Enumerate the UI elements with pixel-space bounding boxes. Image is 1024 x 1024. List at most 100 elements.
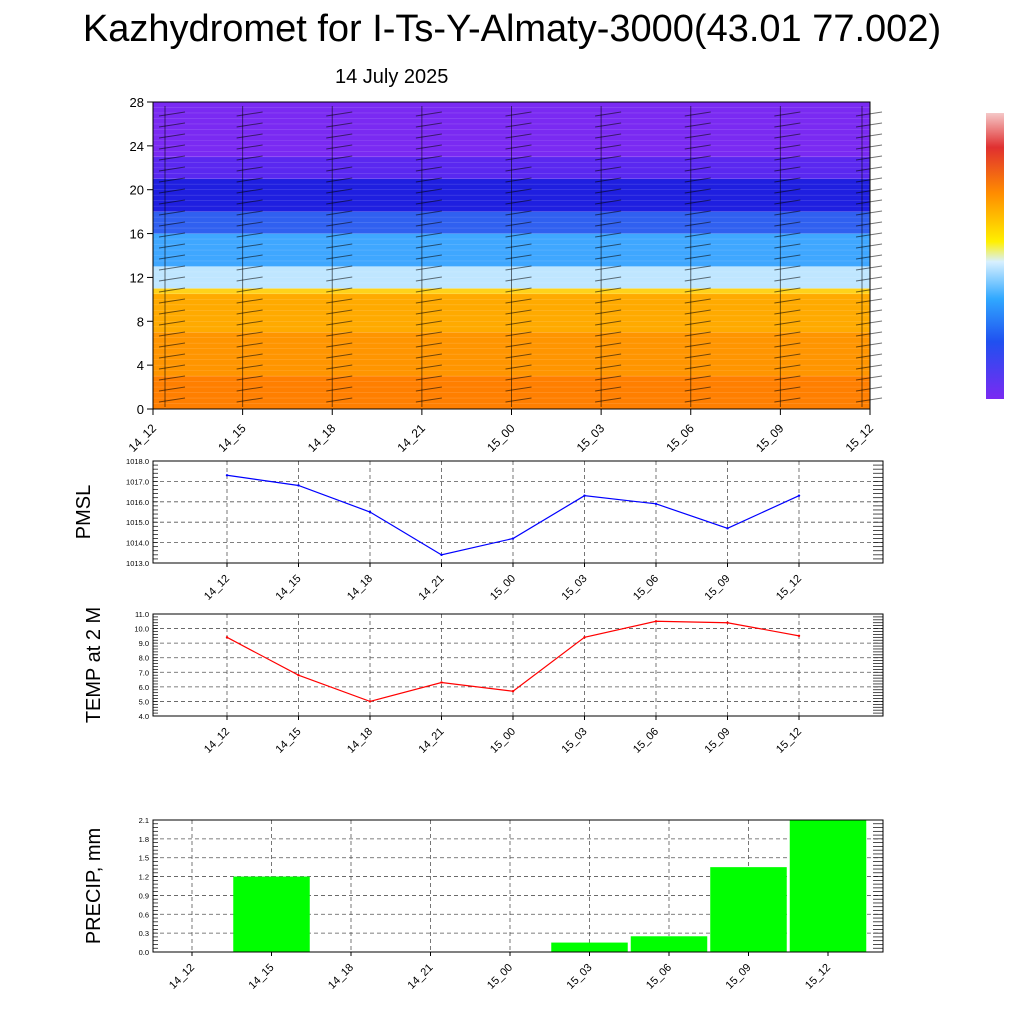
wind-barb — [236, 320, 263, 326]
wind-barb — [684, 320, 711, 326]
wind-barb — [595, 342, 622, 348]
wind-barb — [415, 386, 442, 392]
wind-barb — [855, 221, 883, 227]
wind-barb — [684, 232, 711, 238]
temp-x-tick-label: 14_18 — [345, 726, 375, 756]
wind-barb — [855, 298, 883, 304]
pmsl-point-15_12 — [797, 494, 801, 497]
wind-barb — [236, 199, 263, 205]
temp-point-15_09 — [726, 621, 729, 624]
wind-barb — [326, 221, 353, 227]
wind-barb — [415, 166, 442, 172]
wind-barb — [855, 331, 883, 337]
pmsl-y-tick-label: 1014.0 — [126, 539, 149, 548]
heatmap-y-tick-label: 4 — [137, 358, 144, 373]
wind-barb — [326, 331, 353, 337]
wind-barb — [415, 133, 442, 139]
wind-barb — [158, 122, 186, 128]
wind-barb — [236, 144, 263, 150]
wind-barb — [774, 265, 801, 271]
pmsl-x-tick-label: 15_00 — [488, 573, 518, 603]
temp-y-tick-label: 4.0 — [139, 712, 149, 721]
wind-barb — [855, 232, 883, 238]
wind-barb — [415, 353, 442, 359]
wind-barb — [415, 232, 442, 238]
wind-barb — [774, 210, 801, 216]
wind-barb — [595, 166, 622, 172]
wind-barb — [415, 265, 442, 271]
wind-barb — [326, 144, 353, 150]
wind-barb — [684, 342, 711, 348]
wind-barb — [158, 144, 186, 150]
wind-barb — [326, 342, 353, 348]
wind-barb — [505, 122, 532, 128]
wind-barb — [415, 331, 442, 337]
wind-barb — [595, 188, 622, 194]
wind-barb — [158, 298, 186, 304]
wind-barb — [326, 243, 353, 249]
wind-barb — [236, 265, 263, 271]
wind-barb — [774, 232, 801, 238]
wind-barb — [684, 111, 711, 117]
wind-barb — [505, 342, 532, 348]
wind-barb — [684, 177, 711, 183]
wind-barb — [326, 254, 353, 260]
wind-barb — [505, 188, 532, 194]
wind-barb — [415, 309, 442, 315]
wind-barb — [774, 188, 801, 194]
wind-barb — [684, 155, 711, 161]
pmsl-y-tick-label: 1013.0 — [126, 559, 149, 568]
wind-barb — [236, 155, 263, 161]
wind-barb — [326, 133, 353, 139]
wind-barb — [158, 166, 186, 172]
precip-bar-15_03 — [551, 942, 628, 952]
wind-barb — [158, 210, 186, 216]
temp-series-line — [226, 620, 800, 703]
wind-barb — [158, 155, 186, 161]
precip-y-tick-label: 0.6 — [139, 910, 149, 919]
heatmap-x-tick-label: 15_12 — [843, 421, 877, 455]
wind-barb — [236, 210, 263, 216]
wind-barb — [505, 298, 532, 304]
pmsl-y-tick-label: 1017.0 — [126, 477, 149, 486]
wind-barb — [236, 364, 263, 370]
precip-bar-15_12 — [789, 820, 867, 952]
wind-barb — [415, 177, 442, 183]
wind-barb — [684, 243, 711, 249]
wind-barb — [855, 243, 883, 249]
chart-title: Kazhydromet for I-Ts-Y-Almaty-3000(43.01… — [82, 8, 942, 50]
pmsl-point-14_18 — [368, 510, 372, 514]
heatmap-y-tick-label: 8 — [137, 314, 144, 329]
wind-barb — [684, 122, 711, 128]
pmsl-x-tick-label: 15_06 — [631, 573, 661, 603]
wind-barb — [684, 364, 711, 370]
wind-barb — [855, 364, 883, 370]
wind-barb — [415, 287, 442, 293]
precip-x-tick-label: 15_00 — [485, 962, 515, 992]
wind-barb — [855, 265, 883, 271]
wind-barb — [415, 221, 442, 227]
wind-barb — [236, 342, 263, 348]
wind-barb — [505, 386, 532, 392]
wind-barb — [326, 199, 353, 205]
wind-barb — [326, 155, 353, 161]
pmsl-x-tick-label: 14_15 — [274, 573, 304, 603]
precip-y-tick-label: 0.9 — [139, 891, 149, 900]
wind-barb — [595, 397, 622, 403]
temp-x-tick-label: 15_12 — [774, 726, 804, 756]
wind-barb — [505, 133, 532, 139]
wind-barb — [595, 254, 622, 260]
wind-barb — [855, 199, 883, 205]
heatmap-x-tick-label: 14_12 — [126, 421, 160, 455]
wind-barb — [855, 353, 883, 359]
wind-barb — [684, 276, 711, 282]
wind-barb — [595, 331, 622, 337]
wind-barb — [855, 155, 883, 161]
wind-barb — [158, 232, 186, 238]
wind-barb — [855, 122, 883, 128]
wind-barb — [326, 265, 353, 271]
wind-barb — [326, 276, 353, 282]
wind-barb — [326, 309, 353, 315]
wind-barb — [415, 298, 442, 304]
